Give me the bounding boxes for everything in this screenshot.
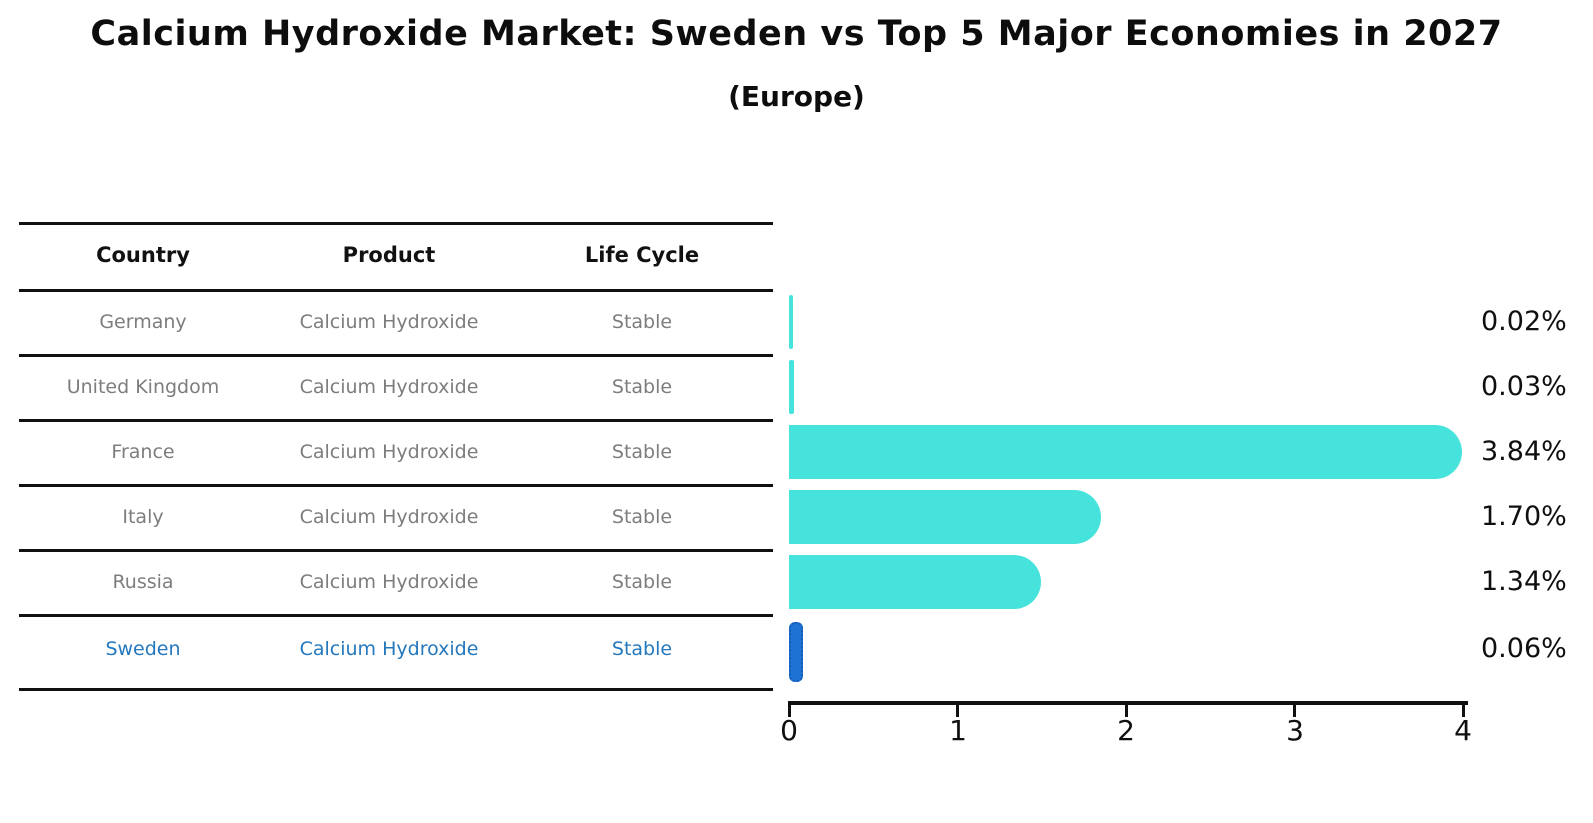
table-rule-top	[19, 222, 773, 225]
life-cycle-cell: Stable	[611, 311, 673, 333]
life-cycle-cell: Stable	[611, 638, 673, 660]
chart-subtitle: (Europe)	[728, 80, 865, 113]
table-rule	[19, 484, 773, 487]
table-rule	[19, 549, 773, 552]
x-axis-tick-label: 2	[1117, 714, 1135, 747]
value-label-italy: 1.70%	[1481, 501, 1567, 532]
table-rule	[19, 614, 773, 617]
table-rule-header	[19, 289, 773, 292]
x-axis-tick-label: 4	[1454, 714, 1472, 747]
x-axis-tick	[1462, 704, 1465, 717]
bar-sweden	[789, 622, 803, 682]
table-row-france: France Calcium Hydroxide Stable	[19, 438, 773, 466]
bar-united-kingdom	[789, 360, 794, 414]
table-rule	[19, 419, 773, 422]
life-cycle-cell: Stable	[611, 571, 673, 593]
life-cycle-cell: Stable	[611, 376, 673, 398]
country-cell: Russia	[112, 571, 174, 593]
column-header-country: Country	[96, 243, 190, 267]
table-header-row: Country Product Life Cycle	[19, 241, 773, 269]
country-cell: United Kingdom	[66, 376, 220, 398]
x-axis-tick	[1125, 704, 1128, 717]
value-label-germany: 0.02%	[1481, 306, 1567, 337]
column-header-life-cycle: Life Cycle	[584, 243, 700, 267]
bar-france	[789, 425, 1462, 479]
x-axis-tick-label: 3	[1286, 714, 1304, 747]
country-cell: Italy	[122, 506, 164, 528]
product-cell: Calcium Hydroxide	[299, 571, 479, 593]
chart-title: Calcium Hydroxide Market: Sweden vs Top …	[90, 14, 1503, 54]
table-row-united-kingdom: United Kingdom Calcium Hydroxide Stable	[19, 373, 773, 401]
bar-germany	[789, 295, 793, 349]
x-axis-tick	[788, 704, 791, 717]
value-label-united-kingdom: 0.03%	[1481, 371, 1567, 402]
table-row-germany: Germany Calcium Hydroxide Stable	[19, 308, 773, 336]
value-label-russia: 1.34%	[1481, 566, 1567, 597]
life-cycle-cell: Stable	[611, 441, 673, 463]
country-cell: Sweden	[105, 638, 181, 660]
table-row-sweden: Sweden Calcium Hydroxide Stable	[19, 635, 773, 663]
x-axis-tick	[1293, 704, 1296, 717]
country-cell: France	[111, 441, 175, 463]
x-axis-line	[788, 701, 1468, 705]
product-cell: Calcium Hydroxide	[299, 441, 479, 463]
value-label-france: 3.84%	[1481, 436, 1567, 467]
x-axis-tick-label: 1	[949, 714, 967, 747]
product-cell: Calcium Hydroxide	[299, 638, 479, 660]
product-cell: Calcium Hydroxide	[299, 506, 479, 528]
bar-italy	[789, 490, 1101, 544]
x-axis-tick-label: 0	[780, 714, 798, 747]
column-header-product: Product	[342, 243, 436, 267]
product-cell: Calcium Hydroxide	[299, 311, 479, 333]
life-cycle-cell: Stable	[611, 506, 673, 528]
country-cell: Germany	[99, 311, 187, 333]
value-label-sweden: 0.06%	[1481, 633, 1567, 664]
table-rule	[19, 354, 773, 357]
product-cell: Calcium Hydroxide	[299, 376, 479, 398]
bar-russia	[789, 555, 1041, 609]
x-axis-tick	[956, 704, 959, 717]
table-row-italy: Italy Calcium Hydroxide Stable	[19, 503, 773, 531]
table-row-russia: Russia Calcium Hydroxide Stable	[19, 568, 773, 596]
table-rule-bottom	[19, 688, 773, 691]
